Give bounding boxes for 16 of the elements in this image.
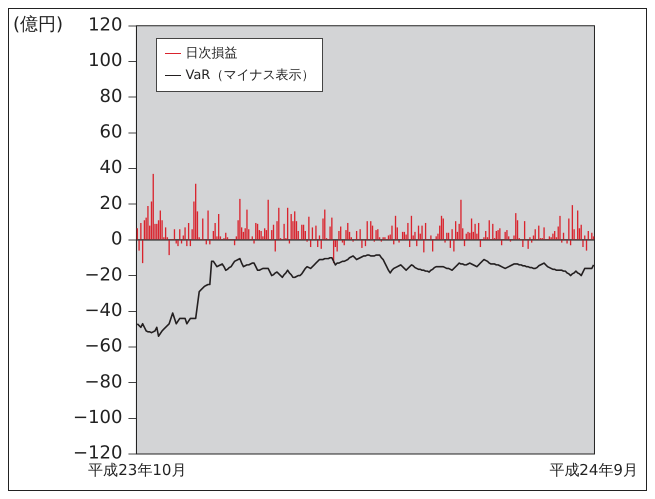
y-tick-label: −100 xyxy=(72,406,122,428)
y-tick-label: 100 xyxy=(88,50,122,72)
y-tick-label: 0 xyxy=(110,228,122,250)
y-tick-label: 60 xyxy=(100,122,122,143)
y-tick-label: −40 xyxy=(84,300,122,321)
y-tick-label: 40 xyxy=(100,157,122,178)
legend-label: VaR（マイナス表示） xyxy=(185,66,314,85)
y-axis-title: (億円) xyxy=(13,12,64,36)
y-tick-label: 80 xyxy=(100,86,122,107)
y-tick-label: −80 xyxy=(84,371,122,392)
x-tick-label: 平成24年9月 xyxy=(549,460,638,479)
y-tick-label: −60 xyxy=(84,336,122,357)
y-tick-label: 20 xyxy=(100,192,122,214)
legend-label: 日次損益 xyxy=(185,44,238,63)
y-tick-label: −20 xyxy=(84,264,122,286)
y-tick-label: 120 xyxy=(88,14,122,36)
